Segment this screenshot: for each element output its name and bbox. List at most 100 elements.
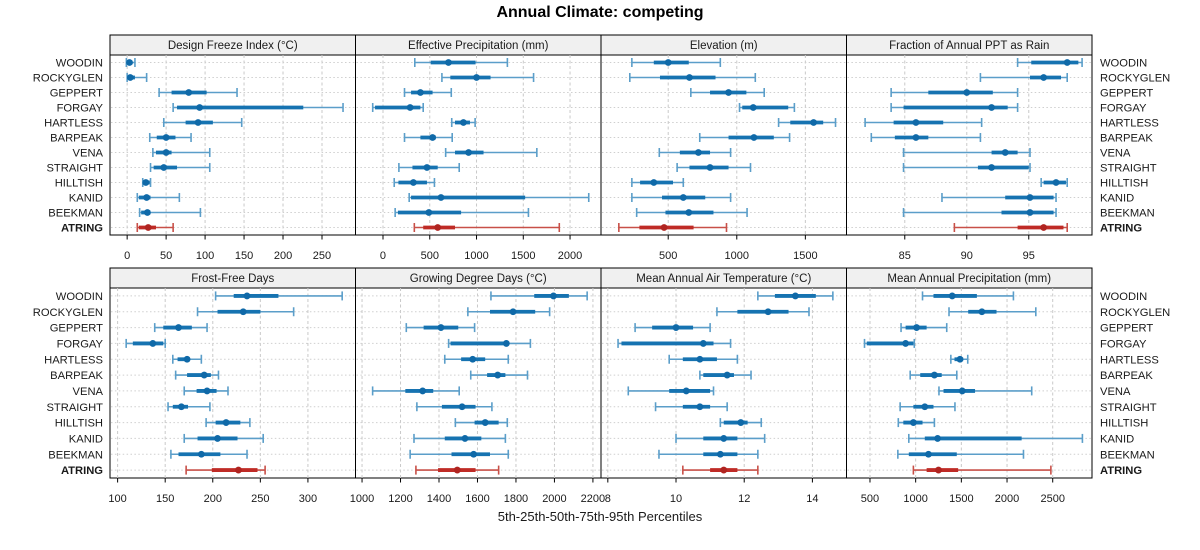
site-label-left-ROCKYGLEN: ROCKYGLEN	[33, 307, 103, 319]
median-dot	[419, 387, 427, 395]
x-tick-label: 1800	[504, 493, 528, 505]
site-series-BARPEAK	[847, 370, 1091, 380]
site-label-left-GEPPERT: GEPPERT	[50, 88, 103, 100]
site-series-STRAIGHT	[111, 402, 355, 412]
x-tick-label: 100	[196, 250, 214, 262]
median-dot	[963, 89, 971, 96]
median-dot	[409, 179, 417, 186]
x-tick-label: 1600	[465, 493, 489, 505]
site-label-right-HILLTISH: HILLTISH	[1100, 178, 1148, 190]
site-label-left-WOODIN: WOODIN	[56, 58, 103, 70]
site-series-WOODIN	[602, 291, 846, 301]
median-dot	[469, 355, 477, 363]
site-series-WOODIN	[111, 58, 355, 67]
median-dot	[453, 466, 461, 474]
site-series-HILLTISH	[111, 418, 355, 428]
site-label-left-STRAIGHT: STRAIGHT	[46, 163, 103, 175]
site-series-HARTLESS	[847, 354, 1091, 364]
median-dot	[913, 324, 920, 331]
site-label-right-VENA: VENA	[1100, 386, 1131, 398]
site-label-right-GEPPERT: GEPPERT	[1100, 88, 1153, 100]
x-tick-label: 50	[160, 250, 172, 262]
site-label-left-HILLTISH: HILLTISH	[55, 178, 103, 190]
site-label-left-BEEKMAN: BEEKMAN	[48, 449, 103, 461]
site-series-BARPEAK	[602, 133, 846, 142]
x-tick-label: 1500	[793, 250, 817, 262]
panel-body	[355, 54, 602, 236]
site-label-right-GEPPERT: GEPPERT	[1100, 323, 1153, 335]
site-label-left-HILLTISH: HILLTISH	[55, 418, 103, 430]
median-dot	[716, 450, 724, 458]
site-series-STRAIGHT	[847, 402, 1091, 412]
site-label-right-FORGAY: FORGAY	[1100, 338, 1147, 350]
panel-body	[109, 54, 356, 236]
site-label-right-STRAIGHT: STRAIGHT	[1100, 163, 1157, 175]
median-dot	[764, 308, 772, 316]
median-dot	[720, 435, 728, 442]
median-dot	[162, 134, 170, 141]
x-tick-label: 0	[124, 250, 130, 262]
median-dot	[425, 209, 433, 216]
site-label-right-BEEKMAN: BEEKMAN	[1100, 449, 1155, 461]
site-series-ATRING	[847, 223, 1091, 232]
median-dot	[214, 435, 221, 442]
site-series-ATRING	[847, 465, 1091, 475]
site-series-VENA	[356, 386, 600, 396]
site-series-FORGAY	[847, 103, 1091, 112]
site-label-right-ROCKYGLEN: ROCKYGLEN	[1100, 73, 1170, 85]
panel-title: Frost-Free Days	[191, 273, 274, 285]
x-tick-label: 2500	[1040, 493, 1064, 505]
site-series-WOODIN	[847, 291, 1091, 301]
median-dot	[699, 340, 707, 347]
x-tick-label: 90	[961, 250, 973, 262]
x-tick-label: 12	[738, 493, 750, 505]
site-series-HILLTISH	[356, 418, 600, 428]
median-dot	[682, 387, 690, 395]
site-series-BEEKMAN	[356, 449, 600, 459]
site-label-right-HARTLESS: HARTLESS	[1100, 354, 1159, 366]
median-dot	[723, 371, 731, 379]
site-series-KANID	[356, 193, 600, 202]
site-series-HARTLESS	[111, 354, 355, 364]
panel-body	[846, 287, 1093, 479]
site-series-ROCKYGLEN	[356, 73, 600, 82]
median-dot	[694, 149, 702, 156]
site-series-FORGAY	[847, 338, 1091, 348]
x-tick-label: 1500	[511, 250, 535, 262]
site-series-ATRING	[602, 223, 846, 232]
median-dot	[162, 149, 170, 156]
site-series-HARTLESS	[602, 118, 846, 127]
median-dot	[437, 324, 445, 331]
panel-body	[109, 287, 356, 479]
panel-gridlines: 100 150 200 250 300	[108, 288, 317, 505]
site-series-VENA	[602, 386, 846, 396]
site-series-KANID	[356, 433, 600, 443]
median-dot	[194, 119, 202, 126]
site-label-right-ROCKYGLEN: ROCKYGLEN	[1100, 307, 1170, 319]
median-dot	[445, 59, 452, 66]
site-series-VENA	[847, 148, 1091, 157]
site-series-BEEKMAN	[111, 449, 355, 459]
site-series-STRAIGHT	[602, 402, 846, 412]
site-series-STRAIGHT	[111, 163, 355, 172]
x-tick-label: 2200	[581, 493, 605, 505]
median-dot	[429, 134, 436, 141]
panel-body	[600, 287, 847, 479]
site-series-FORGAY	[356, 103, 600, 112]
site-series-WOODIN	[111, 291, 355, 301]
median-dot	[909, 419, 917, 426]
median-dot	[509, 308, 517, 316]
median-dot	[650, 179, 658, 186]
site-series-STRAIGHT	[847, 163, 1091, 172]
median-dot	[222, 419, 230, 426]
median-dot	[1040, 224, 1048, 231]
site-label-right-VENA: VENA	[1100, 148, 1131, 160]
site-series-VENA	[602, 148, 846, 157]
panel-gridlines: 85 90 95	[899, 55, 1035, 262]
site-series-KANID	[111, 433, 355, 443]
x-tick-label: 1200	[388, 493, 412, 505]
median-dot	[958, 387, 966, 395]
site-series-KANID	[847, 193, 1091, 202]
site-series-ROCKYGLEN	[602, 307, 846, 317]
